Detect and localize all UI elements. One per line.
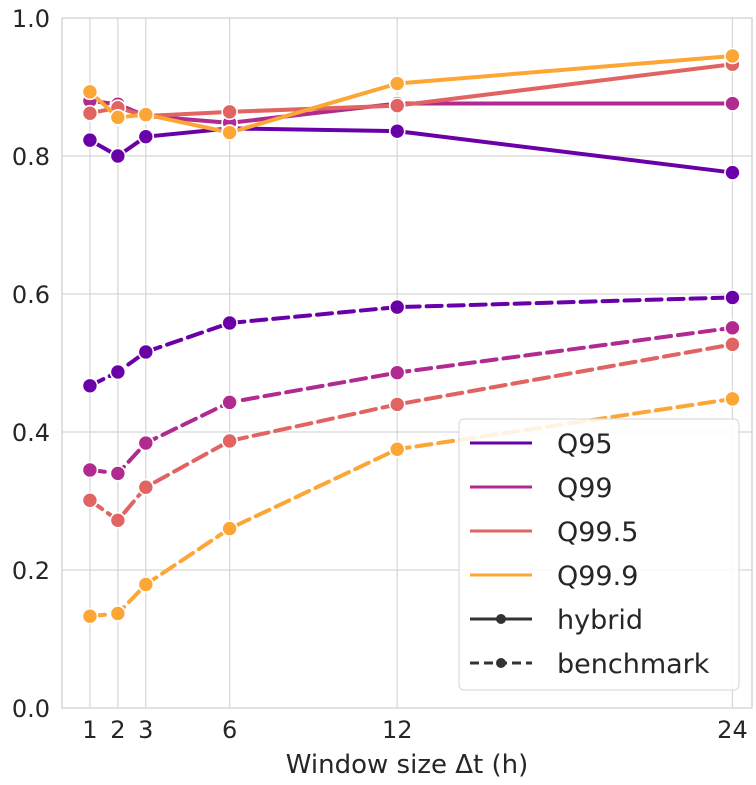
- data-point: [221, 124, 238, 141]
- data-point: [724, 47, 741, 65]
- legend-label: Q95: [557, 429, 613, 460]
- data-point: [109, 512, 127, 529]
- legend: Q95 Q99 Q99.5 Q99.9 hybrid benchmark: [458, 418, 740, 691]
- legend-entry-hybrid: hybrid: [470, 605, 643, 636]
- legend-marker: [496, 658, 506, 668]
- data-point: [724, 95, 741, 112]
- data-point: [81, 377, 99, 395]
- y-tick-label: 0.2: [12, 557, 50, 585]
- x-tick-label: 12: [382, 716, 413, 744]
- legend-label: Q99.5: [557, 517, 638, 548]
- legend-entry-q99: Q99: [470, 473, 613, 504]
- data-point: [109, 109, 127, 126]
- y-tick-label: 0.8: [12, 143, 50, 171]
- legend-entry-q95: Q95: [470, 429, 613, 460]
- data-point: [388, 440, 406, 458]
- ticks: 1 2 3 6 12 240.00.20.40.60.81.0: [12, 5, 748, 744]
- data-point: [81, 492, 99, 509]
- data-point: [388, 97, 406, 114]
- data-point: [137, 343, 155, 361]
- data-point: [724, 319, 741, 337]
- data-point: [221, 520, 238, 537]
- series-benchmark-q95: [81, 289, 741, 395]
- series-benchmark-q99-5: [81, 336, 741, 529]
- data-point: [388, 122, 406, 140]
- data-point: [724, 289, 741, 306]
- data-point: [388, 364, 406, 381]
- data-point: [388, 298, 406, 316]
- data-point: [109, 363, 127, 381]
- legend-entry-q99-9: Q99.9: [470, 561, 638, 592]
- data-point: [109, 465, 127, 482]
- series-hybrid-q99-9: [81, 47, 741, 141]
- data-point: [81, 131, 99, 149]
- data-point: [137, 128, 155, 145]
- series-benchmark-q99-9: [81, 390, 741, 625]
- y-tick-label: 0.0: [12, 695, 50, 723]
- data-point: [724, 336, 741, 353]
- legend-label: benchmark: [557, 649, 710, 680]
- data-point: [221, 394, 238, 411]
- y-tick-label: 1.0: [12, 5, 50, 33]
- series-hybrid-q95: [81, 120, 741, 181]
- legend-label: Q99.9: [557, 561, 638, 592]
- data-point: [221, 103, 238, 121]
- y-tick-label: 0.6: [12, 281, 50, 309]
- y-tick-label: 0.4: [12, 419, 50, 447]
- x-tick-label: 3: [138, 716, 153, 744]
- x-tick-label: 2: [110, 716, 125, 744]
- data-point: [81, 83, 99, 101]
- series-benchmark-q99: [81, 319, 741, 482]
- legend-marker: [496, 614, 506, 624]
- x-axis-label: Window size Δt (h): [286, 750, 528, 780]
- data-point: [81, 104, 99, 122]
- data-point: [109, 147, 127, 165]
- data-point: [388, 75, 406, 92]
- data-point: [109, 605, 127, 622]
- data-point: [221, 314, 238, 332]
- x-tick-label: 1: [82, 716, 97, 744]
- data-point: [137, 576, 155, 593]
- data-point: [137, 106, 155, 123]
- data-point: [81, 607, 99, 625]
- data-point: [724, 164, 741, 181]
- data-point: [81, 461, 99, 479]
- legend-label: Q99: [557, 473, 613, 504]
- legend-entry-benchmark: benchmark: [470, 649, 710, 680]
- series-group: [81, 47, 741, 625]
- x-tick-label: 24: [717, 716, 748, 744]
- legend-entry-q99-5: Q99.5: [470, 517, 638, 548]
- legend-label: hybrid: [557, 605, 643, 636]
- data-point: [388, 396, 406, 413]
- data-point: [137, 478, 155, 496]
- data-point: [724, 390, 741, 408]
- data-point: [221, 432, 238, 450]
- data-point: [137, 434, 155, 452]
- x-tick-label: 6: [222, 716, 237, 744]
